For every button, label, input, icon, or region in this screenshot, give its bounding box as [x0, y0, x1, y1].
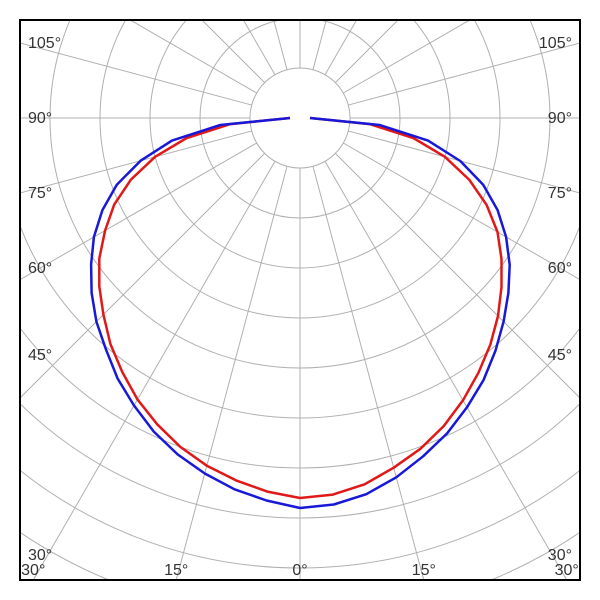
- polar-chart: 105°105°90°90°75°75°60°60°45°45°30°30°30…: [0, 0, 600, 600]
- angle-label-right: 75°: [548, 185, 572, 202]
- angle-label-left: 75°: [28, 185, 52, 202]
- angle-label-left: 45°: [28, 347, 52, 364]
- angle-label-left: 90°: [28, 110, 52, 127]
- angle-label-bottom: 0°: [292, 562, 307, 579]
- angle-label-left: 105°: [28, 35, 61, 52]
- angle-label-bottom: 30°: [21, 562, 45, 579]
- angle-label-bottom: 15°: [412, 562, 436, 579]
- angle-label-bottom: 15°: [164, 562, 188, 579]
- angle-label-right: 90°: [548, 110, 572, 127]
- angle-label-right: 105°: [539, 35, 572, 52]
- polar-chart-svg: 105°105°90°90°75°75°60°60°45°45°30°30°30…: [0, 0, 600, 600]
- angle-label-left: 60°: [28, 260, 52, 277]
- angle-label-right: 60°: [548, 260, 572, 277]
- angle-label-bottom: 30°: [555, 562, 579, 579]
- angle-label-right: 45°: [548, 347, 572, 364]
